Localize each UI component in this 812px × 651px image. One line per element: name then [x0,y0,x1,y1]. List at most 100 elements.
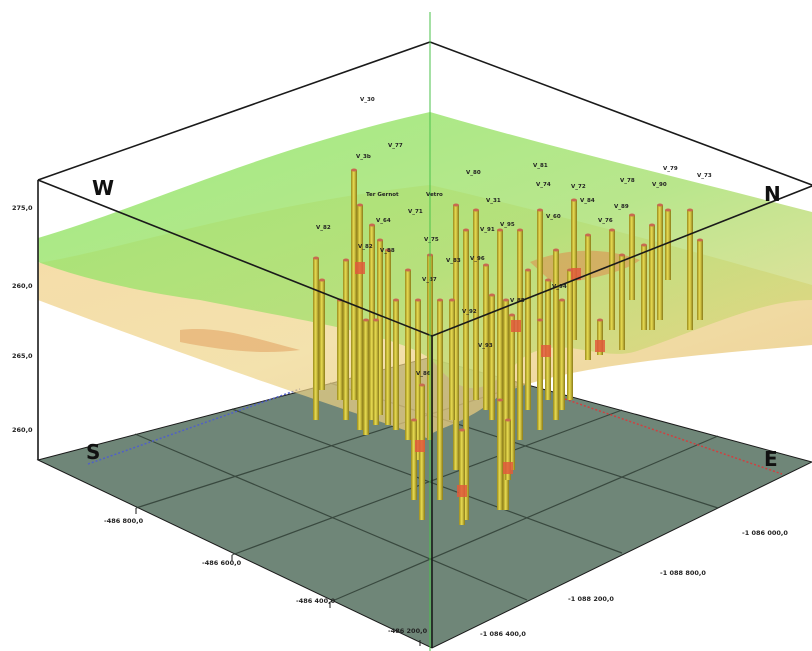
well-casing [597,320,603,355]
well-label: V_64 [376,218,391,224]
well-casing [369,225,375,420]
well-label: V_95 [500,222,515,228]
well-screen-marker [541,345,551,357]
well-casing [687,210,693,330]
well-top [437,298,443,302]
well-casing [609,230,615,330]
well-casing [503,300,509,510]
well-label: V_78 [620,178,635,184]
well-casing [313,258,319,420]
well-casing [619,255,625,350]
well-label: Vetro [426,192,443,198]
well-top [553,248,559,252]
well-casing [449,300,455,420]
well-casing [537,320,543,380]
well-casing [337,300,343,400]
x-axis-ticks [135,508,421,646]
well-screen-marker [511,320,521,332]
well-casing [649,225,655,330]
well-label: V_81 [533,163,548,169]
well-top [629,213,635,217]
well-top [351,168,357,172]
well-top [505,418,511,422]
well-casing [545,280,551,400]
well-top [405,268,411,272]
well-top [449,298,455,302]
well-casing [415,300,421,460]
well-label: V_76 [598,218,613,224]
well-top [411,418,417,422]
well-casing [405,270,411,440]
well-label: V_94 [552,284,567,290]
well-casing [351,170,357,400]
well-casing [497,400,503,510]
well-casing [509,315,515,470]
well-label: V_84 [580,198,595,204]
well-casing [437,300,443,500]
well-casing [377,240,383,415]
well-top [385,248,391,252]
z-axis-label: 275,0 [12,204,33,212]
well-casing [357,205,363,430]
well-screen-marker [571,268,581,280]
well-top [619,253,625,257]
upper-surface [38,112,812,389]
well-top [357,203,363,207]
well-casing [657,205,663,320]
well-label: V_80 [466,170,481,176]
well-top [463,228,469,232]
well-top [503,298,509,302]
well-casing [585,235,591,360]
well-top [657,203,663,207]
well-casing [525,270,531,410]
well-casing [497,230,503,500]
well-screen-marker [595,340,605,352]
well-casing [419,385,425,520]
well-top [585,233,591,237]
well-top [609,228,615,232]
well-top [415,298,421,302]
x-axis-label: -486 400,0 [296,597,336,605]
well-label: V_96 [470,256,485,262]
well-label: V_72 [571,184,586,190]
well-top [343,258,349,262]
well-top [497,398,503,402]
well-top [571,198,577,202]
well-top [497,228,503,232]
well-casing [393,300,399,430]
z-axis-label: 260,0 [12,282,33,290]
well-casing [483,265,489,410]
well-top [393,298,399,302]
well-label: V_74 [536,182,551,188]
well-labels-layer: V_30 V_3b V_77 V_80 V_81 V_72 V_78 V_79 V_73 Ter … [316,97,712,377]
well-top [453,203,459,207]
well-casing [373,320,379,425]
well-label: Ter Gernot [366,192,399,198]
well-top [419,383,425,387]
well-top [489,293,495,297]
well-top [687,208,693,212]
x-axis-label: -486 800,0 [104,517,144,525]
well-top [369,223,375,227]
well-casing [411,420,417,500]
well-top [473,208,479,212]
well-label: V_91 [480,227,495,233]
y-axis-label: -1 088 800,0 [660,569,706,577]
well-label: V_60 [546,214,561,220]
well-casing [473,210,479,400]
well-top [459,428,465,432]
compass-west: W [92,176,114,200]
well-label: V_75 [424,237,439,243]
well-top [377,238,383,242]
well-casing [463,230,469,520]
compass-north: N [764,182,781,206]
well-top [319,278,325,282]
well-casing [567,270,573,400]
well-screen-marker [503,462,513,474]
well-casing [319,280,325,390]
well-casing [505,420,511,480]
well-top [483,263,489,267]
well-casing [363,320,369,435]
well-top [373,318,379,322]
